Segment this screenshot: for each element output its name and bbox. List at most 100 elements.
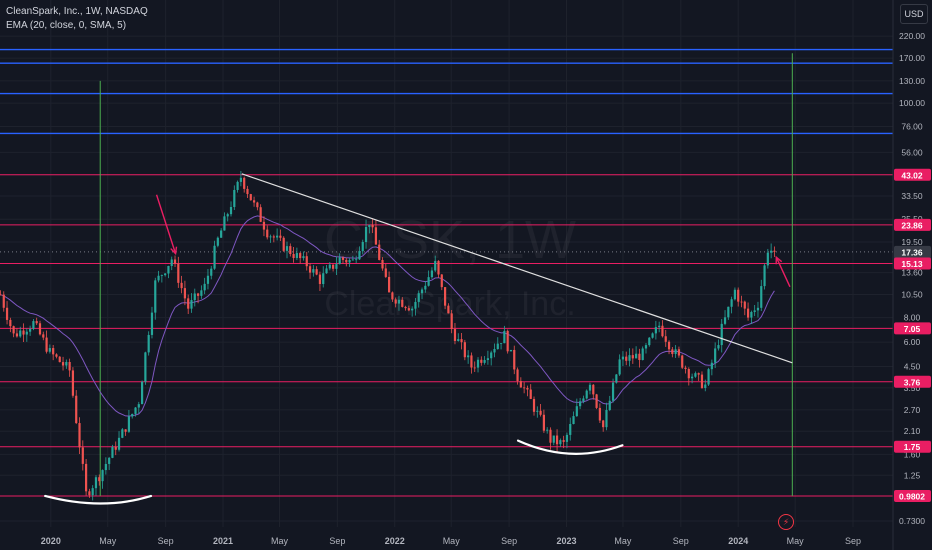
price-axis-tick: 13.60 bbox=[901, 268, 923, 278]
price-label-tag[interactable] bbox=[894, 375, 931, 388]
candle-body bbox=[519, 381, 522, 388]
price-axis-tick: 4.50 bbox=[904, 362, 921, 372]
candle-body bbox=[737, 289, 740, 302]
candle-body bbox=[447, 305, 450, 314]
candle-body bbox=[361, 242, 364, 252]
candle-body bbox=[644, 345, 648, 349]
candle-body bbox=[420, 289, 424, 294]
candle-body bbox=[562, 440, 565, 442]
candle-body bbox=[243, 177, 246, 189]
candle-body bbox=[457, 339, 460, 341]
candle-body bbox=[65, 362, 68, 366]
currency-button[interactable]: USD bbox=[900, 4, 928, 24]
candle-body bbox=[85, 463, 88, 492]
candle-body bbox=[417, 293, 420, 302]
candle-body bbox=[114, 446, 117, 450]
horizontal-levels[interactable] bbox=[0, 48, 893, 497]
candle-body bbox=[714, 348, 717, 363]
candle-body bbox=[61, 362, 65, 366]
candle-body bbox=[730, 299, 733, 307]
candle-body bbox=[289, 246, 292, 255]
price-label-tag[interactable] bbox=[894, 322, 931, 335]
candle-body bbox=[295, 253, 298, 258]
price-axis[interactable]: 0.7300 1.25 1.60 2.10 2.70 3.50 4.50 6.00 8.00 10… bbox=[892, 0, 932, 550]
candle-body bbox=[542, 414, 545, 431]
lightning-icon[interactable]: ⚡ bbox=[778, 514, 794, 530]
candle-body bbox=[190, 300, 193, 309]
candle-body bbox=[131, 413, 134, 417]
price-label-text: 15.13 bbox=[901, 259, 923, 269]
trendline[interactable] bbox=[241, 173, 793, 364]
candle-body bbox=[144, 352, 147, 382]
time-axis-label: May bbox=[99, 536, 117, 546]
candle-body bbox=[694, 373, 697, 377]
price-axis-tick: 1.25 bbox=[904, 470, 921, 480]
price-axis-tick: 100.00 bbox=[899, 98, 925, 108]
candle-body bbox=[364, 226, 368, 243]
candle-body bbox=[249, 194, 252, 201]
candle-body bbox=[658, 325, 661, 328]
candle-body bbox=[78, 423, 81, 448]
price-label-tag[interactable] bbox=[894, 257, 931, 270]
candle-body bbox=[677, 349, 681, 356]
price-label-tag[interactable] bbox=[894, 440, 931, 453]
time-axis-label: 2021 bbox=[213, 536, 233, 546]
candle-body bbox=[387, 276, 391, 293]
candle-body bbox=[664, 336, 667, 342]
rounding-bottom-curve[interactable] bbox=[44, 494, 153, 505]
indicator-title[interactable]: EMA (20, close, 0, SMA, 5) bbox=[6, 20, 127, 31]
candle-body bbox=[690, 376, 694, 379]
rounding-bottom-curve[interactable] bbox=[516, 439, 624, 455]
candle-body bbox=[681, 355, 684, 368]
candle-body bbox=[602, 420, 605, 428]
annotations[interactable] bbox=[44, 194, 791, 505]
candle-body bbox=[252, 200, 256, 203]
candle-body bbox=[598, 407, 601, 421]
candle-body bbox=[476, 359, 480, 368]
price-label-text: 23.86 bbox=[901, 220, 923, 230]
candle-body bbox=[608, 400, 611, 410]
candle-body bbox=[154, 280, 157, 313]
candle-body bbox=[292, 254, 295, 258]
time-axis-label: 2024 bbox=[728, 536, 748, 546]
candle-body bbox=[631, 355, 634, 359]
candle-body bbox=[582, 398, 585, 402]
candle-body bbox=[532, 398, 536, 412]
candle-body bbox=[763, 265, 766, 287]
candle-body bbox=[770, 250, 773, 253]
candle-body bbox=[127, 416, 131, 432]
symbol-title[interactable]: CleanSpark, Inc., 1W, NASDAQ bbox=[6, 6, 148, 17]
time-axis[interactable]: 2020 May Sep 2021 May Sep 2022 May Sep 2023 May Sep… bbox=[41, 536, 861, 546]
candle-body bbox=[98, 477, 101, 482]
descending-trendline[interactable] bbox=[241, 173, 793, 364]
arrow-annotation[interactable] bbox=[775, 256, 791, 288]
candle-body bbox=[733, 289, 737, 300]
price-axis-tick: 76.00 bbox=[901, 121, 923, 131]
candle-body bbox=[71, 370, 75, 396]
price-label-tag[interactable] bbox=[894, 489, 931, 502]
candle-body bbox=[559, 440, 562, 445]
candle-body bbox=[717, 345, 720, 349]
candle-body bbox=[55, 354, 58, 357]
arrow-annotation[interactable] bbox=[155, 194, 177, 254]
candle-body bbox=[618, 359, 621, 375]
time-axis-label: Sep bbox=[673, 536, 689, 546]
watermark-name: CleanSpark, Inc. bbox=[324, 285, 575, 323]
candle-body bbox=[210, 268, 213, 276]
price-label-tag[interactable] bbox=[894, 218, 931, 231]
price-label-tag[interactable] bbox=[894, 168, 931, 181]
vertical-markers[interactable] bbox=[99, 53, 793, 496]
price-axis-tick: 0.7300 bbox=[899, 516, 925, 526]
candle-body bbox=[5, 307, 9, 320]
candle-body bbox=[206, 275, 210, 284]
candle-body bbox=[450, 313, 453, 330]
candle-body bbox=[424, 285, 427, 290]
candle-body bbox=[111, 446, 114, 458]
candle-body bbox=[137, 404, 140, 408]
candle-body bbox=[503, 330, 506, 344]
candle-body bbox=[473, 367, 476, 369]
candle-body bbox=[345, 259, 348, 263]
price-axis-tick: 2.10 bbox=[904, 426, 921, 436]
